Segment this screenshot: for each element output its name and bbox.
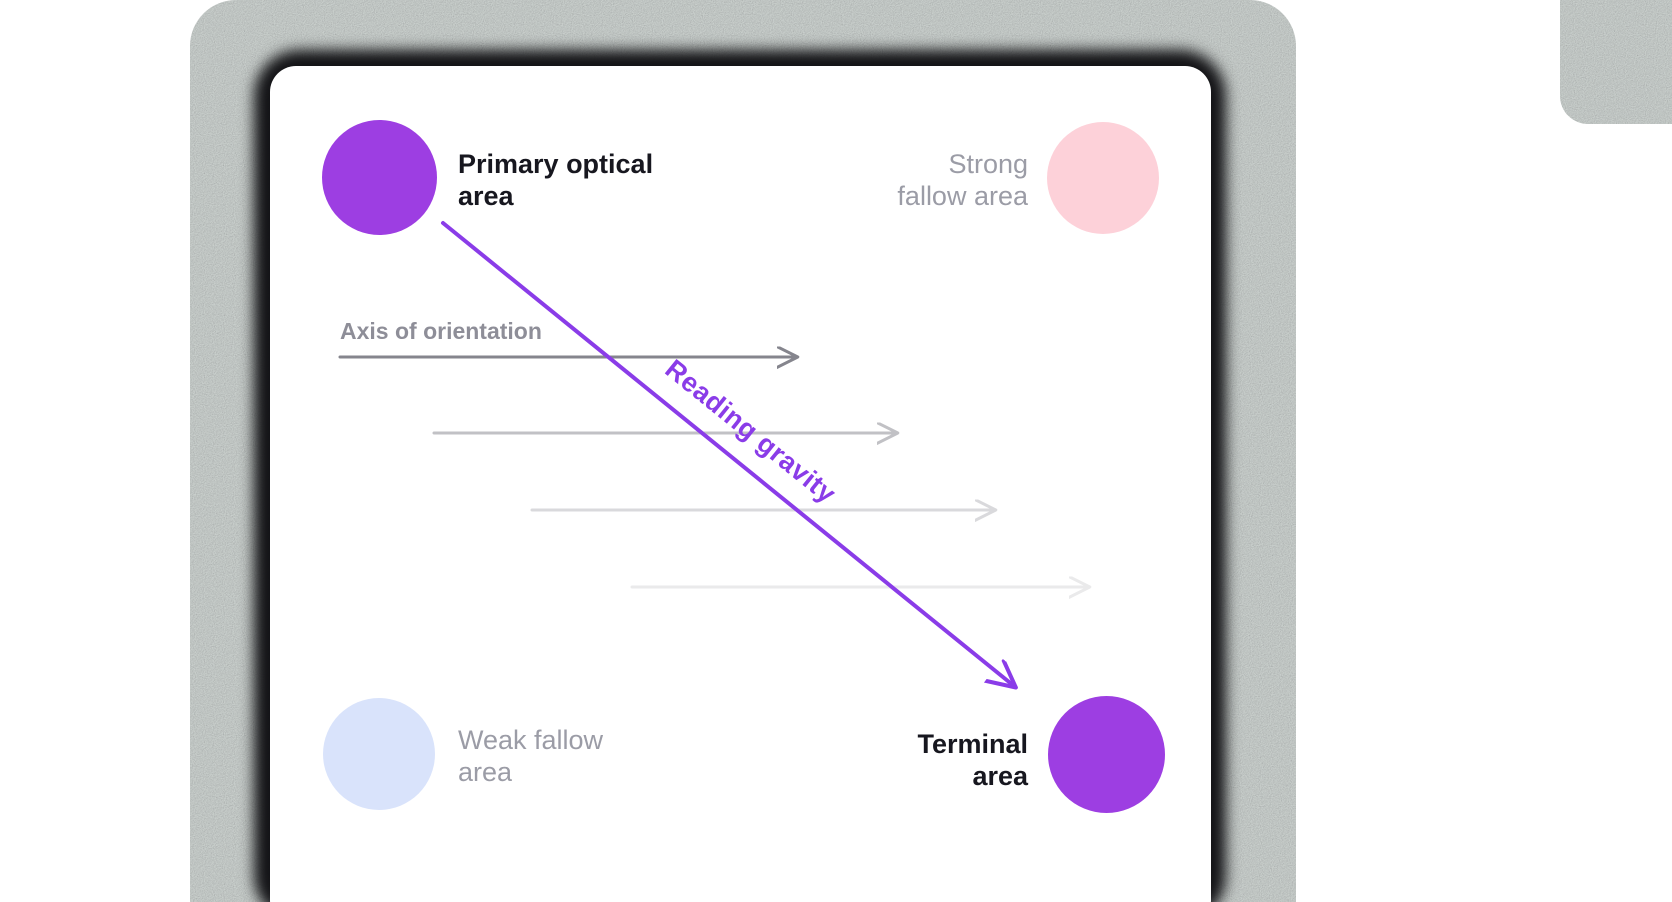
primary-optical-area-circle: [322, 120, 437, 235]
weak-fallow-area-label: Weak fallow area: [458, 725, 604, 788]
grain-corner-block: [1560, 0, 1672, 124]
terminal-area-circle: [1048, 696, 1165, 813]
grain-texture: [1560, 0, 1672, 124]
primary-optical-area-label: Primary optical area: [458, 149, 654, 212]
axis-of-orientation-label: Axis of orientation: [340, 318, 542, 344]
strong-fallow-area-circle: [1047, 122, 1159, 234]
terminal-area-label: Terminal area: [917, 729, 1028, 792]
strong-fallow-area-label: Strong fallow area: [897, 149, 1028, 212]
weak-fallow-area-circle: [323, 698, 435, 810]
